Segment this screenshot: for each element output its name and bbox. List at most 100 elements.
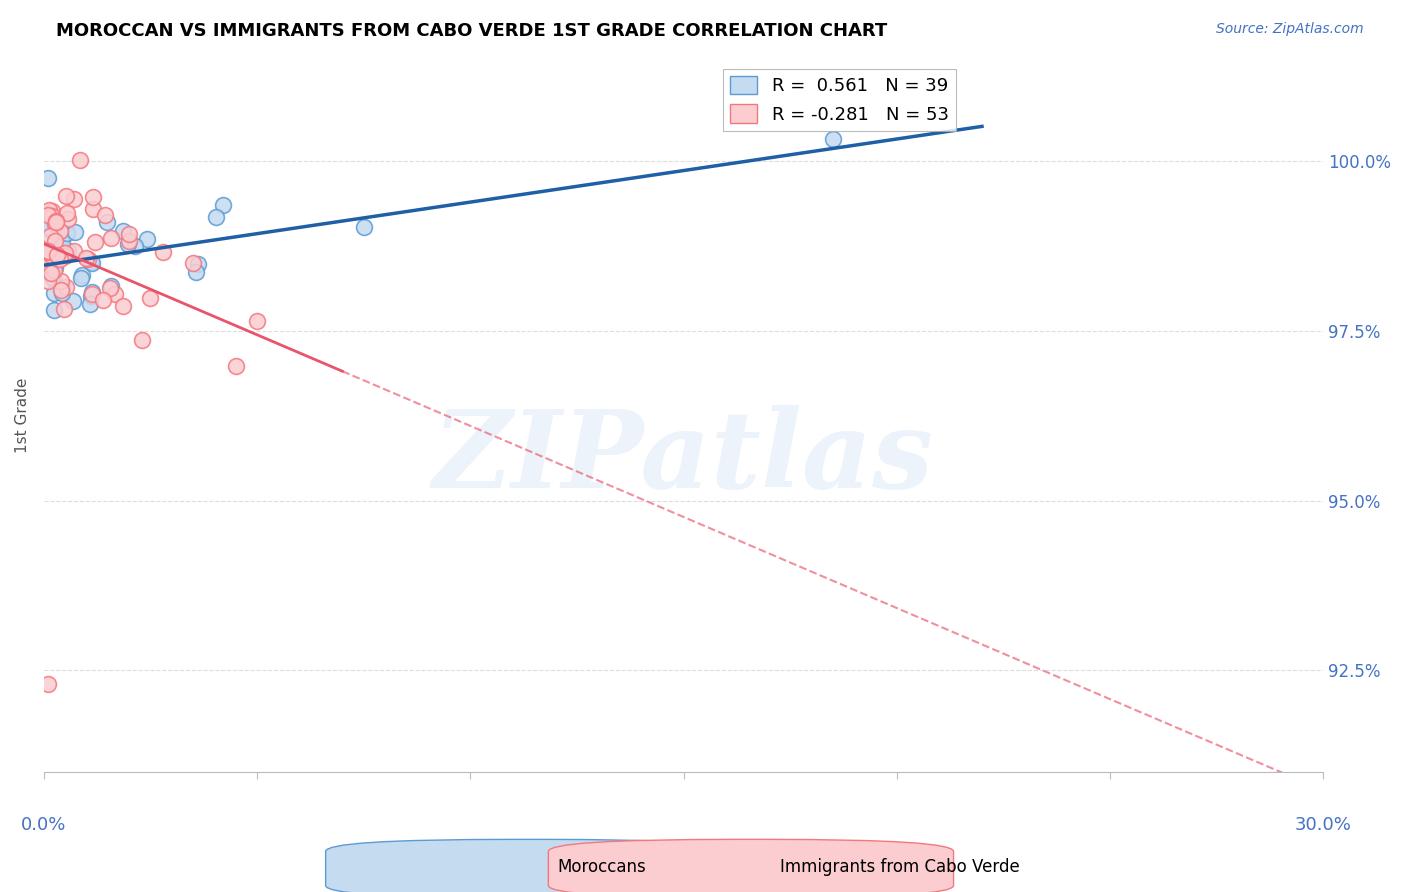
Point xyxy=(152,245,174,260)
Point xyxy=(37,676,59,690)
Point xyxy=(100,279,122,293)
Point xyxy=(75,251,97,265)
Point xyxy=(70,268,93,282)
FancyBboxPatch shape xyxy=(548,839,953,892)
Point xyxy=(51,230,73,244)
Point xyxy=(48,224,70,238)
Point xyxy=(100,281,122,295)
Point xyxy=(246,314,269,328)
Point xyxy=(118,234,141,248)
Legend: R =  0.561   N = 39, R = -0.281   N = 53: R = 0.561 N = 39, R = -0.281 N = 53 xyxy=(723,69,956,131)
Point xyxy=(37,170,59,185)
Point xyxy=(56,206,79,220)
Text: ZIPatlas: ZIPatlas xyxy=(433,406,934,511)
Point xyxy=(41,266,63,280)
Point xyxy=(45,215,67,229)
Text: MOROCCAN VS IMMIGRANTS FROM CABO VERDE 1ST GRADE CORRELATION CHART: MOROCCAN VS IMMIGRANTS FROM CABO VERDE 1… xyxy=(56,22,887,40)
Point xyxy=(49,283,72,297)
Point xyxy=(37,256,59,270)
Point xyxy=(53,245,76,260)
Point xyxy=(111,224,134,238)
Point xyxy=(37,274,59,288)
Point xyxy=(45,214,67,228)
Point xyxy=(117,237,139,252)
Point xyxy=(124,238,146,252)
Point xyxy=(37,208,59,222)
Point xyxy=(49,252,72,266)
Point xyxy=(53,249,76,263)
Point xyxy=(135,232,157,246)
Point xyxy=(94,208,117,222)
Point xyxy=(139,291,162,305)
Point xyxy=(41,209,63,223)
Point xyxy=(225,359,247,373)
Point xyxy=(37,262,59,277)
Point xyxy=(42,268,65,282)
Point xyxy=(69,153,91,167)
Point xyxy=(205,210,228,224)
Point xyxy=(41,204,63,219)
Point xyxy=(58,211,80,226)
Text: Immigrants from Cabo Verde: Immigrants from Cabo Verde xyxy=(780,858,1021,877)
Point xyxy=(212,198,235,212)
Point xyxy=(49,275,72,289)
Point xyxy=(118,227,141,241)
Point xyxy=(39,229,62,244)
Point xyxy=(37,222,59,236)
Point xyxy=(42,263,65,277)
Point xyxy=(56,244,79,259)
Point xyxy=(63,225,86,239)
Point xyxy=(44,217,66,231)
FancyBboxPatch shape xyxy=(326,839,731,892)
Point xyxy=(51,285,73,300)
Point xyxy=(131,333,153,347)
Point xyxy=(100,231,122,245)
Point xyxy=(821,132,844,146)
Text: 0.0%: 0.0% xyxy=(21,816,66,834)
Point xyxy=(184,265,207,279)
Point xyxy=(79,296,101,310)
Point xyxy=(38,202,60,217)
Point xyxy=(63,192,86,206)
Point xyxy=(37,219,59,234)
Y-axis label: 1st Grade: 1st Grade xyxy=(15,378,30,453)
Point xyxy=(37,244,59,259)
Point xyxy=(181,256,204,270)
Point xyxy=(82,285,104,299)
Point xyxy=(83,235,105,249)
Point xyxy=(51,236,73,251)
Point xyxy=(353,220,375,235)
Point xyxy=(187,257,209,271)
Point xyxy=(51,281,73,295)
Point xyxy=(91,293,114,307)
Point xyxy=(44,303,66,318)
Point xyxy=(79,255,101,269)
Point xyxy=(44,235,66,249)
Point xyxy=(69,270,91,285)
Text: Moroccans: Moroccans xyxy=(558,858,647,877)
Point xyxy=(41,271,63,285)
Point xyxy=(45,227,67,242)
Text: Source: ZipAtlas.com: Source: ZipAtlas.com xyxy=(1216,22,1364,37)
Text: 30.0%: 30.0% xyxy=(1295,816,1351,834)
Point xyxy=(77,252,100,266)
Point xyxy=(82,202,104,217)
Point xyxy=(62,293,84,308)
Point xyxy=(56,226,79,240)
Point xyxy=(80,289,103,303)
Point xyxy=(80,256,103,270)
Point xyxy=(55,189,77,203)
Point xyxy=(44,261,66,276)
Point xyxy=(46,248,69,262)
Point xyxy=(82,286,104,301)
Point xyxy=(44,285,66,300)
Point xyxy=(104,286,127,301)
Point xyxy=(112,299,135,313)
Point xyxy=(41,249,63,263)
Point xyxy=(41,251,63,265)
Point xyxy=(41,255,63,269)
Point xyxy=(37,247,59,261)
Point xyxy=(37,244,59,259)
Point xyxy=(53,301,76,316)
Point xyxy=(82,190,104,204)
